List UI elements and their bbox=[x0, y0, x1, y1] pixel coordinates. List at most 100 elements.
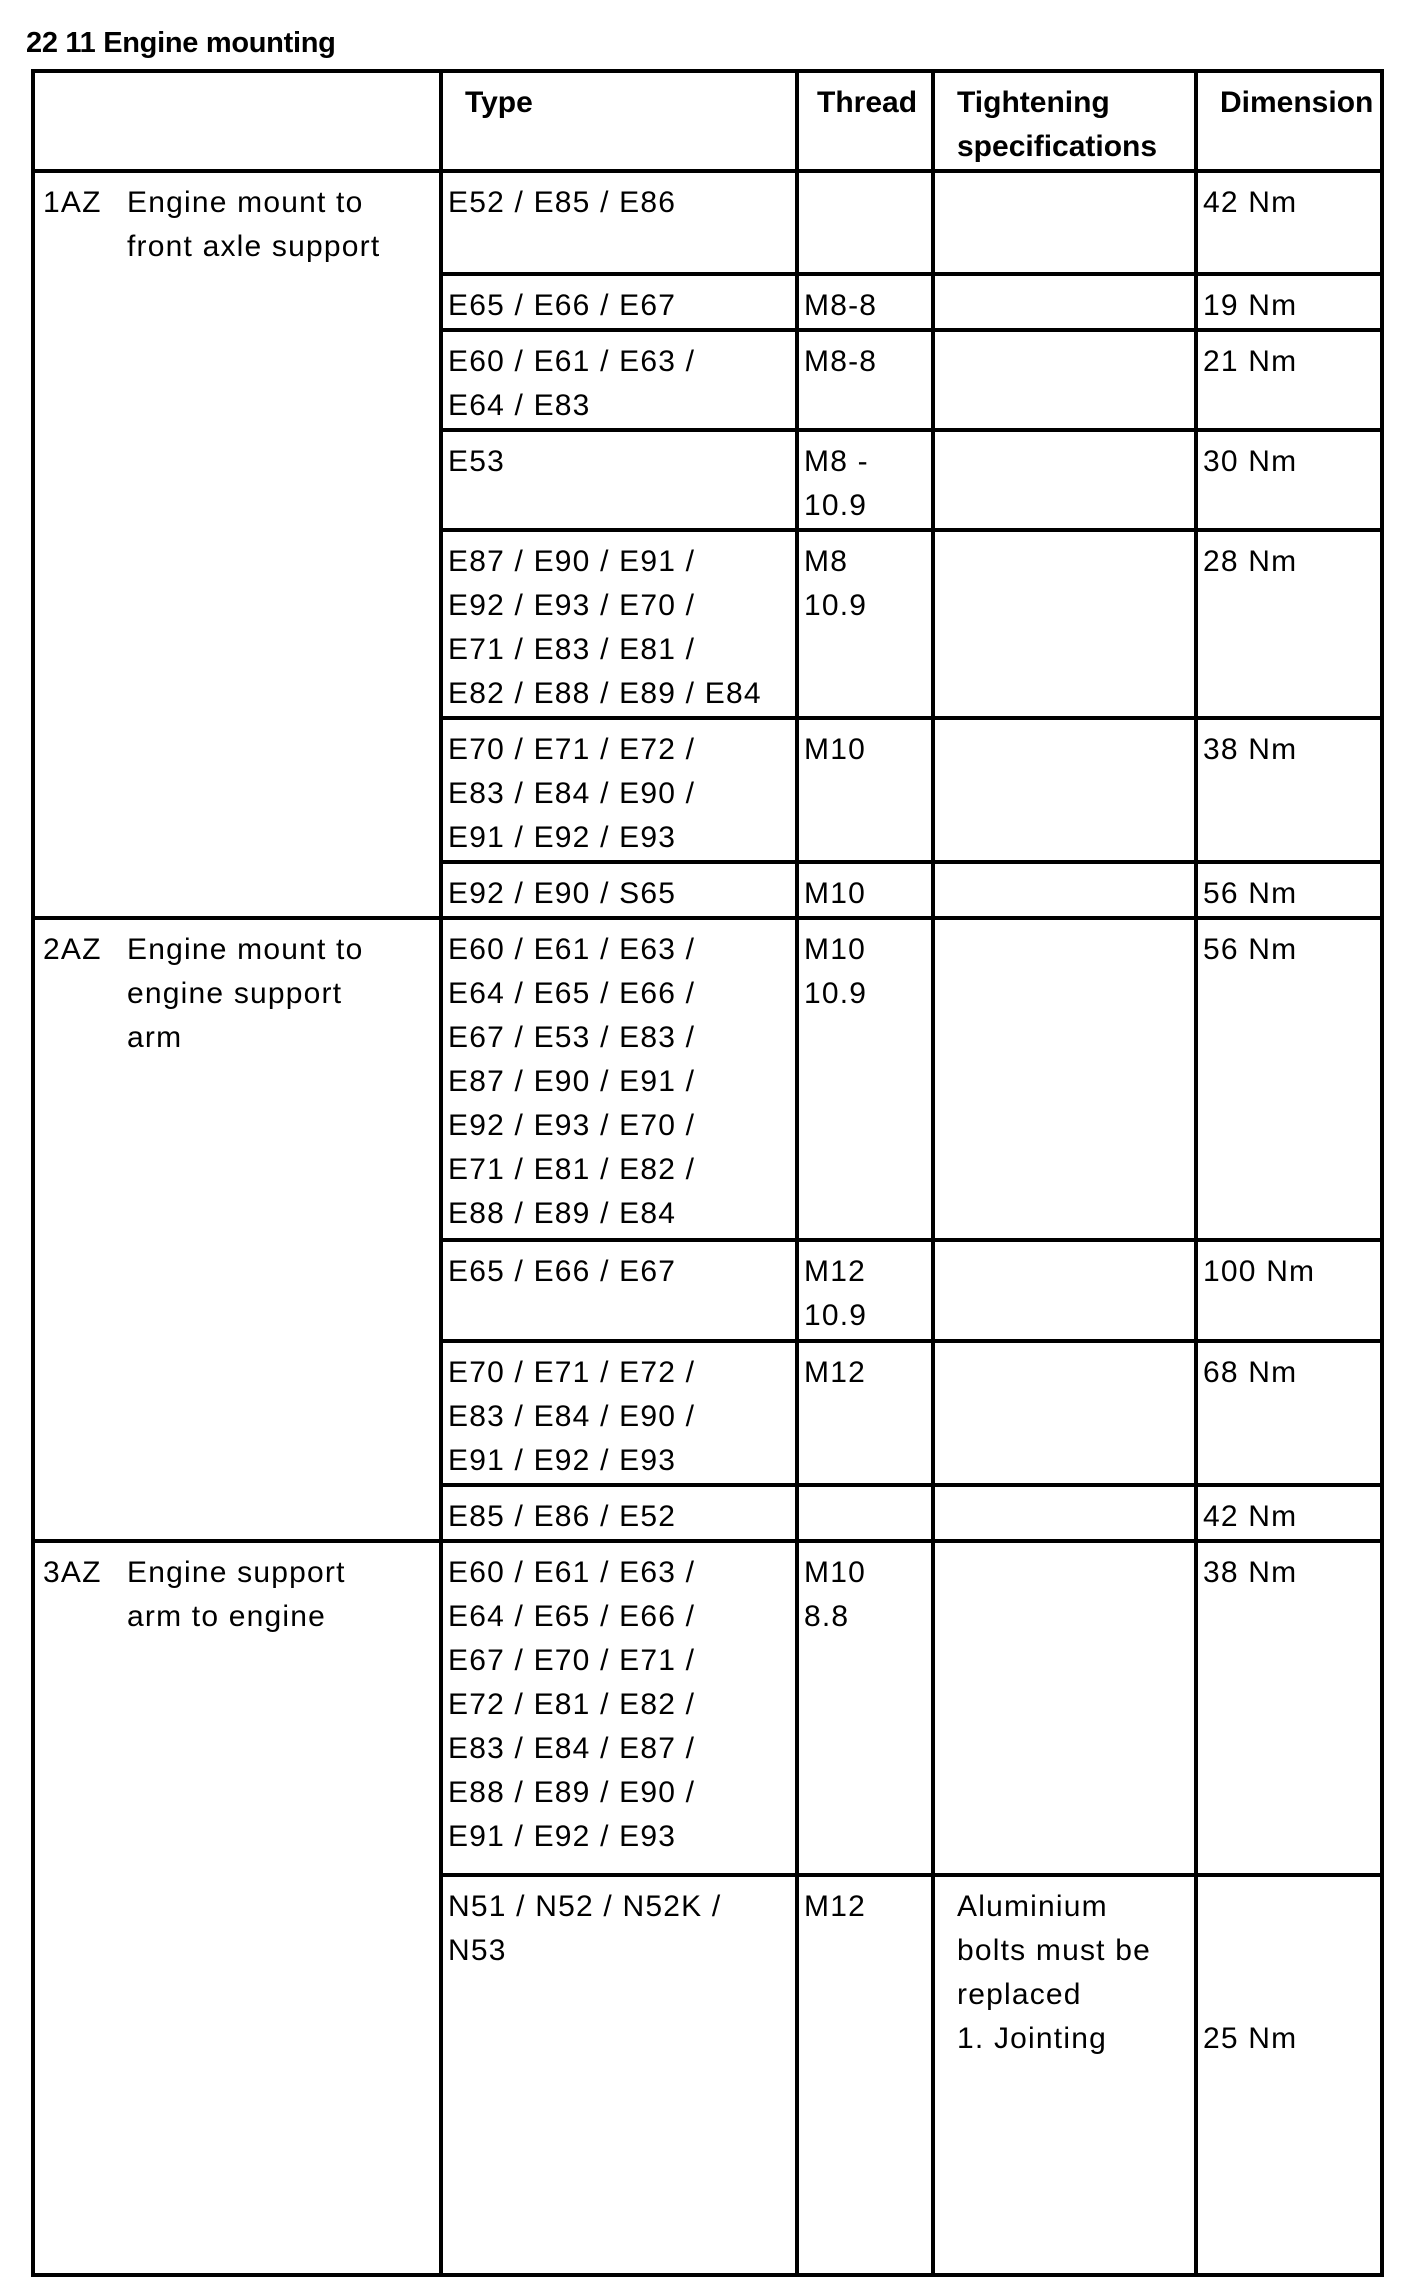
table-row: E92 / E90 / S65 M10 56 Nm bbox=[33, 860, 1384, 920]
type-cell: E85 / E86 / E52 bbox=[439, 1483, 799, 1543]
tightening-line: 1. Jointing bbox=[957, 2022, 1107, 2055]
table-row: 3AZ Engine support arm to engine E60 / E61 … bbox=[31, 1539, 1384, 2277]
thread-line: M12 bbox=[804, 1356, 866, 1389]
item-description: Engine mount to front axle support bbox=[127, 181, 380, 269]
dimension-value: 19 Nm bbox=[1203, 289, 1298, 322]
type-line: E91 / E92 / E93 bbox=[448, 1444, 677, 1477]
type-line: E53 bbox=[448, 445, 505, 478]
thread-cell: M10 10.9 bbox=[795, 916, 935, 1242]
thread-cell: M8 10.9 bbox=[795, 528, 935, 720]
type-line: E64 / E65 / E66 / bbox=[448, 1600, 696, 1633]
type-cell: E70 / E71 / E72 / E83 / E84 / E90 / E91 / … bbox=[439, 1339, 799, 1487]
thread-cell: M10 8.8 bbox=[795, 1539, 935, 1877]
tightening-cell bbox=[931, 528, 1198, 720]
type-line: E91 / E92 / E93 bbox=[448, 1820, 677, 1853]
table-row: E85 / E86 / E52 42 Nm bbox=[33, 1483, 1384, 1543]
dimension-value: 68 Nm bbox=[1203, 1356, 1298, 1389]
header-blank bbox=[31, 69, 443, 173]
type-line: E88 / E89 / E84 bbox=[448, 1197, 677, 1230]
dimension-value: 38 Nm bbox=[1203, 1556, 1298, 1589]
thread-cell: M8-8 bbox=[795, 328, 935, 432]
description-line: Engine mount to bbox=[127, 186, 364, 219]
type-line: E87 / E90 / E91 / bbox=[448, 545, 696, 578]
type-cell: E60 / E61 / E63 / E64 / E83 bbox=[439, 328, 799, 432]
table-row: E60 / E61 / E63 / E64 / E83 M8-8 21 Nm bbox=[33, 328, 1384, 432]
type-line: E64 / E65 / E66 / bbox=[448, 977, 696, 1010]
type-line: E52 / E85 / E86 bbox=[448, 186, 677, 219]
header-tightening: Tightening specifications bbox=[931, 69, 1198, 173]
type-line: E92 / E93 / E70 / bbox=[448, 589, 696, 622]
type-cell: E70 / E71 / E72 / E83 / E84 / E90 / E91 / … bbox=[439, 716, 799, 864]
type-line: E92 / E90 / S65 bbox=[448, 877, 677, 910]
description-line: front axle support bbox=[127, 230, 381, 263]
type-cell: E53 bbox=[439, 428, 799, 532]
dimension-cell: 21 Nm bbox=[1194, 328, 1384, 432]
table-row: E65 / E66 / E67 M12 10.9 100 Nm bbox=[33, 1238, 1384, 1343]
thread-cell: M12 bbox=[795, 1873, 935, 2277]
type-line: E64 / E83 bbox=[448, 389, 591, 422]
tightening-cell bbox=[931, 272, 1198, 332]
dimension-value: 42 Nm bbox=[1203, 186, 1298, 219]
dimension-value: 30 Nm bbox=[1203, 445, 1298, 478]
tightening-cell bbox=[931, 169, 1198, 276]
dimension-cell: 100 Nm bbox=[1194, 1238, 1384, 1343]
type-line: E60 / E61 / E63 / bbox=[448, 345, 696, 378]
item-code: 3AZ bbox=[43, 1556, 102, 1589]
type-line: E60 / E61 / E63 / bbox=[448, 1556, 696, 1589]
thread-line: 10.9 bbox=[804, 489, 868, 522]
type-line: E65 / E66 / E67 bbox=[448, 289, 677, 322]
dimension-cell: 68 Nm bbox=[1194, 1339, 1384, 1487]
thread-line: 8.8 bbox=[804, 1600, 850, 1633]
type-line: N53 bbox=[448, 1934, 507, 1967]
description-line: arm bbox=[127, 1021, 183, 1054]
type-line: E92 / E93 / E70 / bbox=[448, 1109, 696, 1142]
item-cell: 2AZ Engine mount to engine support arm bbox=[31, 916, 443, 1543]
type-cell: E60 / E61 / E63 / E64 / E65 / E66 / E67 / … bbox=[439, 916, 799, 1242]
type-line: E72 / E81 / E82 / bbox=[448, 1688, 696, 1721]
dimension-cell: 19 Nm bbox=[1194, 272, 1384, 332]
type-line: E82 / E88 / E89 / E84 bbox=[448, 677, 762, 710]
dimension-cell: 56 Nm bbox=[1194, 860, 1384, 920]
type-line: E91 / E92 / E93 bbox=[448, 821, 677, 854]
thread-line: M8 bbox=[804, 545, 849, 578]
dimension-value: 21 Nm bbox=[1203, 345, 1298, 378]
header-row: Type Thread Tightening specifications Di… bbox=[31, 69, 1384, 173]
item-code: 1AZ bbox=[43, 186, 102, 219]
thread-cell: M8 - 10.9 bbox=[795, 428, 935, 532]
torque-spec-table: Type Thread Tightening specifications Di… bbox=[31, 69, 1384, 2277]
type-cell: E52 / E85 / E86 bbox=[439, 169, 799, 276]
tightening-cell bbox=[931, 1539, 1198, 1877]
thread-line: M12 bbox=[804, 1255, 866, 1288]
item-cell: 3AZ Engine support arm to engine bbox=[31, 1539, 443, 2277]
type-line: E71 / E81 / E82 / bbox=[448, 1153, 696, 1186]
type-line: E88 / E89 / E90 / bbox=[448, 1776, 696, 1809]
thread-line: 10.9 bbox=[804, 977, 868, 1010]
tightening-cell bbox=[931, 1339, 1198, 1487]
header-type: Type bbox=[439, 69, 799, 173]
thread-line: 10.9 bbox=[804, 1299, 868, 1332]
tightening-cell bbox=[931, 716, 1198, 864]
tightening-cell bbox=[931, 916, 1198, 1242]
type-line: N51 / N52 / N52K / bbox=[448, 1890, 722, 1923]
thread-line: M10 bbox=[804, 933, 866, 966]
type-cell: N51 / N52 / N52K / N53 bbox=[439, 1873, 799, 2277]
table-row: E87 / E90 / E91 / E92 / E93 / E70 / E71 / … bbox=[33, 528, 1384, 720]
header-dimension: Dimension bbox=[1194, 69, 1384, 173]
description-line: arm to engine bbox=[127, 1600, 327, 1633]
thread-line: M10 bbox=[804, 877, 866, 910]
description-line: Engine mount to bbox=[127, 933, 364, 966]
description-line: Engine support bbox=[127, 1556, 346, 1589]
type-cell: E65 / E66 / E67 bbox=[439, 1238, 799, 1343]
thread-cell: M12 bbox=[795, 1339, 935, 1487]
dimension-value: 28 Nm bbox=[1203, 545, 1298, 578]
type-line: E65 / E66 / E67 bbox=[448, 1255, 677, 1288]
table-row: E70 / E71 / E72 / E83 / E84 / E90 / E91 / … bbox=[33, 716, 1384, 864]
dimension-cell: 38 Nm bbox=[1194, 716, 1384, 864]
type-cell: E92 / E90 / S65 bbox=[439, 860, 799, 920]
tightening-cell bbox=[931, 1483, 1198, 1543]
description-line: engine support bbox=[127, 977, 343, 1010]
table-row: 2AZ Engine mount to engine support arm E60 /… bbox=[31, 916, 1384, 1543]
type-cell: E65 / E66 / E67 bbox=[439, 272, 799, 332]
dimension-cell: 30 Nm bbox=[1194, 428, 1384, 532]
dimension-cell: 42 Nm bbox=[1194, 169, 1384, 276]
